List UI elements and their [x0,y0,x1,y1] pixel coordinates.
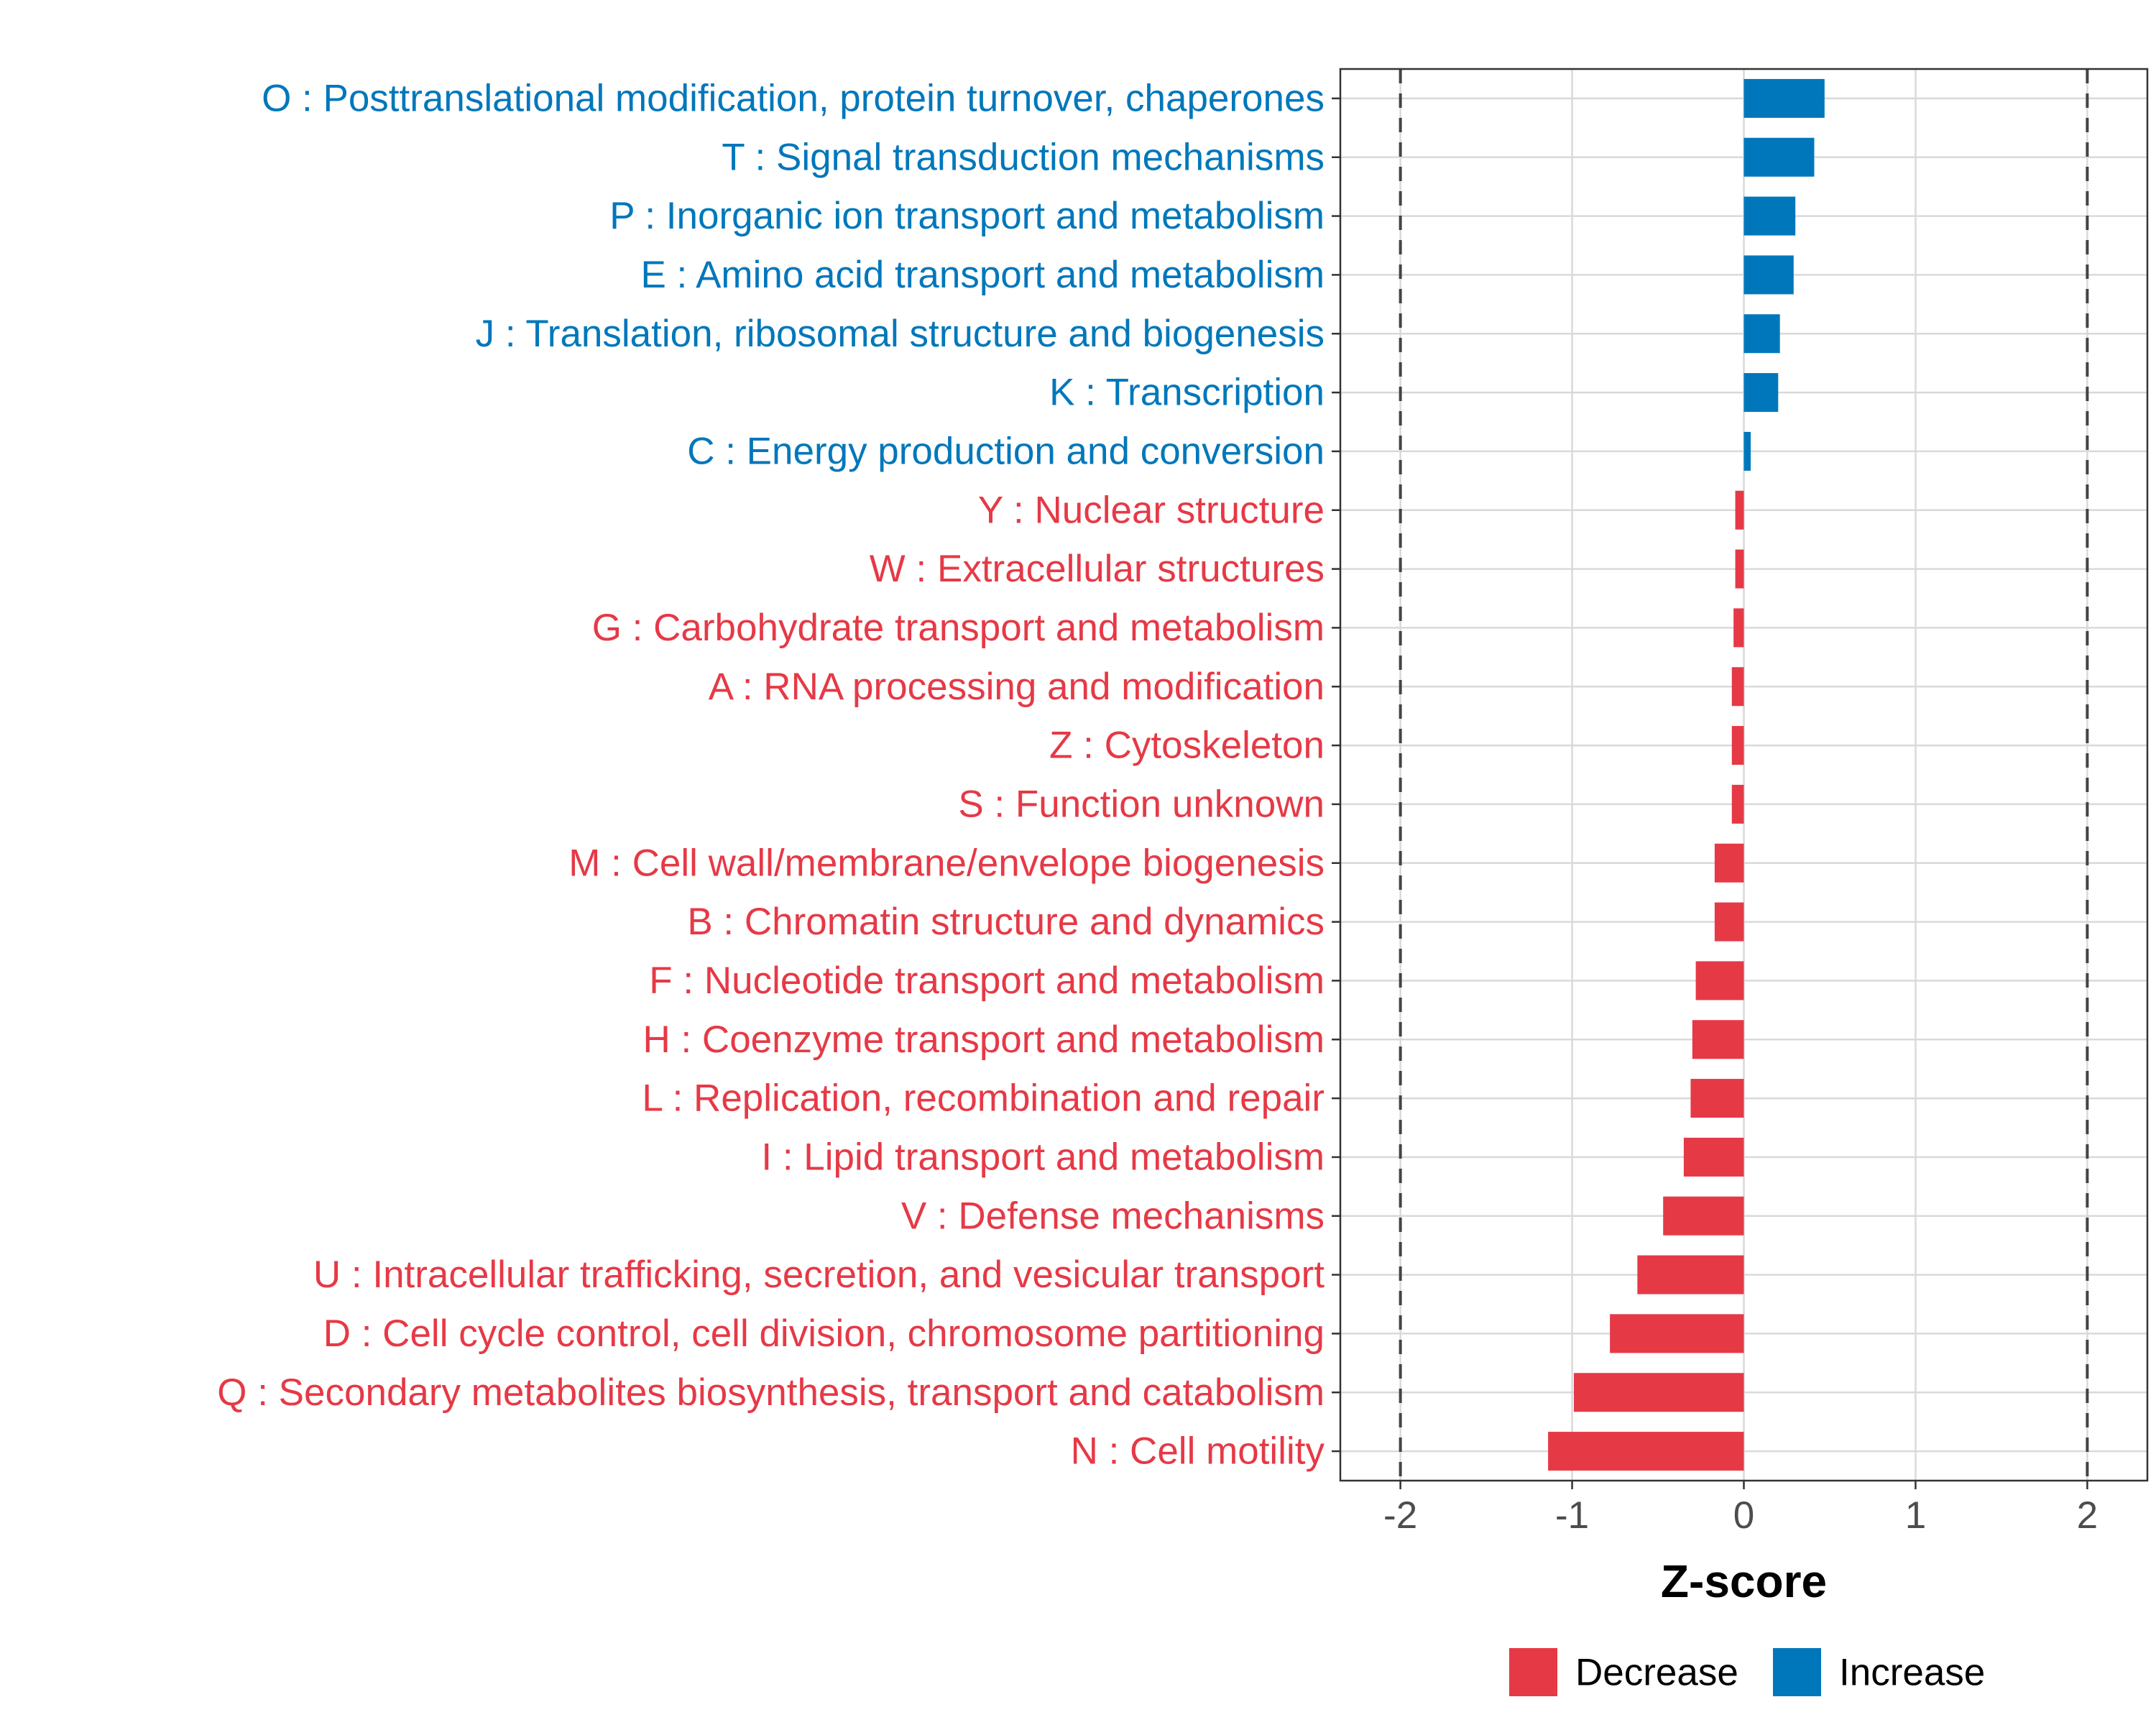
category-label: V : Defense mechanisms [901,1195,1325,1237]
bar [1743,373,1779,413]
legend-label: Decrease [1575,1652,1738,1694]
bar [1573,1373,1744,1412]
x-axis-title: Z-score [1661,1555,1827,1607]
category-label: Y : Nuclear structure [978,489,1325,531]
category-label: C : Energy production and conversion [687,430,1325,472]
bars-layer [1548,78,1825,1471]
x-tick-label: -1 [1555,1494,1589,1537]
category-label: E : Amino acid transport and metabolism [640,254,1325,296]
category-label: T : Signal transduction mechanisms [722,136,1325,178]
category-label: A : RNA processing and modification [709,666,1325,708]
bar [1735,549,1744,589]
bar [1548,1432,1744,1471]
bar [1663,1196,1744,1236]
bar [1731,784,1744,824]
x-axis-ticks: -2 -1 0 1 2 [1383,1481,2098,1537]
bar [1743,255,1794,295]
bar [1692,1020,1744,1059]
category-label: P : Inorganic ion transport and metaboli… [609,195,1325,237]
category-label: N : Cell motility [1071,1430,1325,1473]
legend-label: Increase [1839,1652,1985,1694]
category-label: B : Chromatin structure and dynamics [687,901,1325,943]
category-label: Z : Cytoskeleton [1049,724,1325,767]
legend-swatch [1773,1648,1821,1696]
category-label: H : Coenzyme transport and metabolism [642,1018,1325,1061]
bar [1683,1137,1744,1177]
x-tick-label: 0 [1733,1494,1754,1537]
category-label: U : Intracellular trafficking, secretion… [313,1254,1325,1296]
x-tick-label: 2 [2077,1494,2098,1537]
category-label: Q : Secondary metabolites biosynthesis, … [217,1371,1325,1414]
bar [1731,726,1744,765]
category-label: G : Carbohydrate transport and metabolis… [592,607,1325,649]
x-tick-label: -2 [1383,1494,1417,1537]
bar [1637,1255,1744,1294]
category-label: I : Lipid transport and metabolism [761,1136,1325,1178]
bar [1714,902,1744,942]
bar [1743,137,1815,177]
bar [1743,314,1780,354]
bar [1690,1079,1744,1118]
category-label: J : Translation, ribosomal structure and… [476,313,1325,355]
legend-swatch [1509,1648,1557,1696]
bar [1743,78,1825,118]
bar [1733,608,1744,648]
category-label: M : Cell wall/membrane/envelope biogenes… [568,842,1325,884]
category-label: K : Transcription [1049,372,1325,414]
category-labels: O : Posttranslational modification, prot… [217,77,1340,1473]
bar [1735,490,1744,530]
bar [1610,1314,1744,1353]
category-label: L : Replication, recombination and repai… [642,1077,1325,1120]
category-label: F : Nucleotide transport and metabolism [649,960,1325,1002]
bar [1743,196,1796,236]
bar [1714,843,1744,883]
x-tick-label: 1 [1905,1494,1926,1537]
category-label: S : Function unknown [958,783,1325,825]
bar [1695,961,1744,1000]
category-label: D : Cell cycle control, cell division, c… [323,1312,1325,1355]
category-label: O : Posttranslational modification, prot… [262,77,1325,119]
bar [1743,431,1751,471]
reference-lines [1399,69,2089,1481]
bar [1731,667,1744,707]
category-label: W : Extracellular structures [870,548,1325,590]
legend: Decrease Increase [1509,1648,1985,1696]
